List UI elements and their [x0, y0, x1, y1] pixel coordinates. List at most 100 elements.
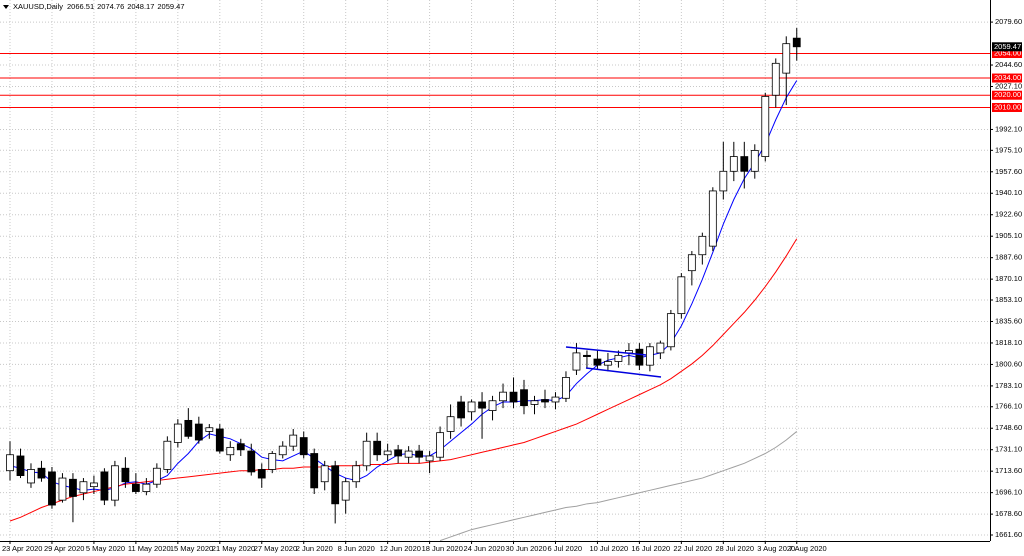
x-tick-label: 2 Jun 2020 — [296, 544, 333, 553]
y-tick-label: 1731.10 — [995, 445, 1022, 454]
candle-body — [530, 400, 539, 405]
candle-body — [111, 465, 119, 501]
x-tick-label: 12 Jun 2020 — [380, 544, 421, 553]
candle-body — [614, 354, 623, 362]
open-value: 2066.51 — [67, 2, 94, 11]
symbol: XAUUSD,Daily — [13, 2, 63, 11]
x-tick-label: 27 May 2020 — [254, 544, 297, 553]
candle-body — [173, 423, 182, 443]
x-tick-label: 15 May 2020 — [170, 544, 213, 553]
candle-body — [708, 190, 717, 247]
candle-body — [604, 361, 612, 366]
level-label: 2034.00 — [994, 73, 1021, 82]
candle-body — [520, 389, 528, 407]
candle-body — [310, 453, 319, 489]
y-tick-label: 1696.10 — [995, 488, 1022, 497]
y-tick-label: 2044.60 — [995, 60, 1022, 69]
candle-body — [687, 254, 696, 272]
y-tick-label: 1922.60 — [995, 210, 1022, 219]
candle-body — [719, 170, 728, 192]
candle-body — [509, 391, 518, 403]
candle-body — [226, 446, 235, 456]
candle-body — [352, 465, 361, 483]
candle-body — [541, 399, 549, 403]
candle-body — [48, 471, 56, 506]
candle-body — [415, 450, 424, 458]
candle-body — [79, 481, 88, 494]
level-tag — [992, 102, 1022, 112]
candle-body — [16, 455, 25, 476]
y-tick-label: 1766.10 — [995, 402, 1022, 411]
x-tick-label: 22 Jul 2020 — [673, 544, 712, 553]
x-tick-label: 16 Jul 2020 — [631, 544, 670, 553]
candle-body — [446, 416, 455, 432]
candle-body — [331, 465, 340, 505]
y-tick-label: 1975.10 — [995, 145, 1022, 154]
x-tick-label: 7 Aug 2020 — [789, 544, 827, 553]
candle-body — [278, 445, 287, 456]
level-label: 2054.00 — [994, 48, 1021, 57]
candle-body — [383, 450, 392, 456]
x-tick-label: 10 Jul 2020 — [589, 544, 628, 553]
candle-body — [404, 450, 413, 458]
trendline — [565, 346, 647, 356]
high-value: 2074.76 — [97, 2, 124, 11]
candle-body — [425, 455, 434, 462]
x-tick-label: 29 Apr 2020 — [44, 544, 84, 553]
y-tick-label: 1661.60 — [995, 530, 1022, 539]
candle-body — [583, 354, 591, 357]
candle-body — [247, 450, 256, 473]
candle-body — [562, 377, 570, 399]
candle-body — [215, 428, 224, 452]
candle-body — [236, 443, 245, 451]
y-tick-label: 2027.10 — [995, 81, 1022, 90]
candle-body — [257, 469, 266, 479]
y-tick-label: 1713.60 — [995, 466, 1022, 475]
plot — [0, 28, 990, 542]
candle-body — [289, 434, 298, 447]
level-tag — [992, 90, 1022, 100]
y-tick-label: 1905.10 — [995, 231, 1022, 240]
x-tick-label: 18 Jun 2020 — [422, 544, 463, 553]
candle-body — [184, 419, 193, 437]
axis-labels: 2079.60 2044.60 2027.10 1992.10 1975.10 1957.… — [2, 17, 1022, 553]
candle-body — [635, 348, 644, 366]
trendline — [585, 367, 662, 378]
candle-body — [499, 391, 507, 402]
low-value: 2048.17 — [127, 2, 154, 11]
candle-body — [131, 483, 140, 492]
y-tick-label: 1748.60 — [995, 423, 1022, 432]
y-tick-label: 1887.60 — [995, 253, 1022, 262]
candle-body — [194, 423, 203, 441]
y-tick-label: 1957.60 — [995, 167, 1022, 176]
candle-body — [121, 467, 130, 483]
candle-body — [792, 37, 801, 48]
candle-body — [593, 358, 602, 366]
candle-body — [100, 471, 109, 501]
candle-body — [656, 342, 665, 354]
candle-body — [740, 156, 749, 172]
candle-body — [341, 481, 350, 501]
candle-body — [478, 401, 486, 409]
candle-body — [677, 276, 686, 315]
y-tick-label: 1800.60 — [995, 359, 1022, 368]
y-tick-label: 1783.10 — [995, 381, 1022, 390]
x-tick-label: 30 Jun 2020 — [506, 544, 547, 553]
header: XAUUSD,Daily 2066.51 2074.76 2048.17 2059.47 — [13, 2, 185, 11]
y-tick-label: 1835.60 — [995, 316, 1022, 325]
price-tag — [992, 42, 1022, 52]
candle-body — [37, 467, 46, 479]
candle-body — [488, 400, 497, 411]
candle-body — [142, 483, 151, 492]
menu-arrow[interactable] — [3, 5, 9, 9]
x-tick-label: 6 Jul 2020 — [547, 544, 582, 553]
candle-body — [394, 449, 403, 457]
candle-body — [69, 478, 77, 497]
level-label: 2020.00 — [994, 90, 1021, 99]
candle-body — [6, 454, 14, 472]
y-tick-label: 1940.10 — [995, 188, 1022, 197]
candle-body — [152, 467, 161, 485]
candle-body — [467, 401, 476, 413]
level-tag — [992, 73, 1022, 83]
y-tick-label: 1870.10 — [995, 274, 1022, 283]
